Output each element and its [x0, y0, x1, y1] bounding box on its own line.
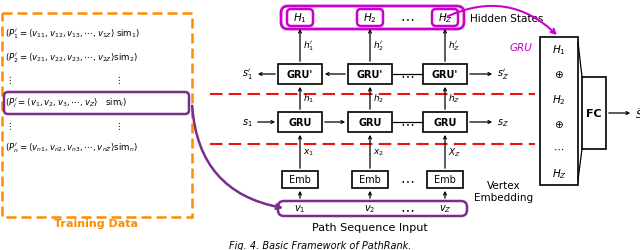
Text: $\cdots$: $\cdots$	[401, 116, 415, 130]
FancyBboxPatch shape	[357, 10, 383, 27]
Text: $\oplus$: $\oplus$	[554, 118, 564, 129]
Text: $\cdots$: $\cdots$	[401, 202, 415, 216]
Text: $(P_2^\prime = \langle v_{21}, v_{22}, v_{23}, \cdots, v_{2Z}\rangle\mathrm{sim}: $(P_2^\prime = \langle v_{21}, v_{22}, v…	[5, 51, 138, 64]
Text: $h_Z$: $h_Z$	[448, 92, 460, 105]
Text: $\cdots$: $\cdots$	[554, 144, 564, 154]
Text: $s_Z$: $s_Z$	[497, 117, 509, 128]
Text: $\cdots$: $\cdots$	[401, 173, 415, 187]
Text: $\oplus$: $\oplus$	[554, 69, 564, 80]
FancyBboxPatch shape	[282, 171, 318, 188]
Text: Emb: Emb	[434, 175, 456, 185]
Text: GRU': GRU'	[287, 70, 313, 80]
FancyBboxPatch shape	[278, 112, 322, 132]
Text: $(P_i^\prime = \langle v_1, v_2, v_3, \cdots, v_Z\rangle \quad \mathrm{sim}_i)$: $(P_i^\prime = \langle v_1, v_2, v_3, \c…	[5, 96, 127, 109]
Text: GRU: GRU	[510, 43, 533, 53]
Text: $s_1$: $s_1$	[243, 117, 253, 128]
Text: $h_1^\prime$: $h_1^\prime$	[303, 39, 314, 52]
Text: GRU: GRU	[433, 118, 457, 128]
FancyBboxPatch shape	[423, 65, 467, 85]
Text: $(P_1^\prime = \langle v_{11}, v_{12}, v_{13}, \cdots, v_{1Z}\rangle\; \mathrm{s: $(P_1^\prime = \langle v_{11}, v_{12}, v…	[5, 27, 140, 40]
Text: Vertex
Embedding: Vertex Embedding	[474, 180, 534, 202]
Text: FC: FC	[586, 108, 602, 118]
Text: $H_2$: $H_2$	[552, 92, 566, 106]
Text: $X_Z$: $X_Z$	[448, 146, 461, 158]
Text: $H_2$: $H_2$	[363, 12, 377, 25]
FancyBboxPatch shape	[287, 10, 313, 27]
Text: Fig. 4. Basic Framework of PathRank.: Fig. 4. Basic Framework of PathRank.	[229, 240, 411, 250]
Text: $H_Z$: $H_Z$	[438, 12, 452, 25]
Text: $h_1$: $h_1$	[303, 92, 314, 105]
Text: $x_1$: $x_1$	[303, 147, 314, 157]
Text: $H_Z$: $H_Z$	[552, 166, 566, 180]
Text: $s_Z^\prime$: $s_Z^\prime$	[497, 68, 509, 82]
Text: $s_1^\prime$: $s_1^\prime$	[243, 68, 253, 82]
Text: $H_1$: $H_1$	[552, 43, 566, 57]
FancyBboxPatch shape	[348, 112, 392, 132]
Text: GRU: GRU	[288, 118, 312, 128]
Text: $v_1$: $v_1$	[294, 203, 306, 214]
FancyBboxPatch shape	[278, 65, 322, 85]
Text: $\cdots$: $\cdots$	[401, 68, 415, 82]
Text: $v_2$: $v_2$	[364, 203, 376, 214]
Text: $v_Z$: $v_Z$	[439, 203, 451, 214]
Text: $\cdots$: $\cdots$	[401, 12, 415, 26]
Text: $\vdots\qquad\qquad\qquad\qquad\qquad\qquad \vdots$: $\vdots\qquad\qquad\qquad\qquad\qquad\qq…	[5, 74, 121, 86]
FancyBboxPatch shape	[582, 78, 606, 150]
FancyBboxPatch shape	[352, 171, 388, 188]
Text: Emb: Emb	[289, 175, 311, 185]
FancyBboxPatch shape	[540, 38, 578, 185]
Text: $H_1$: $H_1$	[293, 12, 307, 25]
FancyBboxPatch shape	[423, 112, 467, 132]
FancyBboxPatch shape	[2, 14, 192, 217]
Text: $\vdots\qquad\qquad\qquad\qquad\qquad\qquad \vdots$: $\vdots\qquad\qquad\qquad\qquad\qquad\qq…	[5, 120, 121, 132]
Text: $h_Z^\prime$: $h_Z^\prime$	[448, 39, 460, 52]
Text: $\widehat{Sim}_i$: $\widehat{Sim}_i$	[635, 105, 640, 122]
FancyBboxPatch shape	[4, 93, 189, 114]
FancyBboxPatch shape	[427, 171, 463, 188]
FancyBboxPatch shape	[278, 201, 467, 216]
Text: $(P_n^\prime = \langle v_{n1}, v_{n2}, v_{n3}, \cdots, v_{nZ}\rangle\mathrm{sim}: $(P_n^\prime = \langle v_{n1}, v_{n2}, v…	[5, 141, 138, 154]
Text: $h_2^\prime$: $h_2^\prime$	[373, 39, 384, 52]
Text: $h_2$: $h_2$	[373, 92, 384, 105]
Text: Path Sequence Input: Path Sequence Input	[312, 222, 428, 232]
FancyBboxPatch shape	[432, 10, 458, 27]
Text: $x_2$: $x_2$	[373, 147, 384, 157]
Text: Emb: Emb	[359, 175, 381, 185]
Text: GRU: GRU	[358, 118, 381, 128]
FancyBboxPatch shape	[348, 65, 392, 85]
Text: GRU': GRU'	[432, 70, 458, 80]
Text: GRU': GRU'	[357, 70, 383, 80]
Text: Hidden States: Hidden States	[470, 14, 543, 24]
Text: Training Data: Training Data	[54, 218, 138, 228]
